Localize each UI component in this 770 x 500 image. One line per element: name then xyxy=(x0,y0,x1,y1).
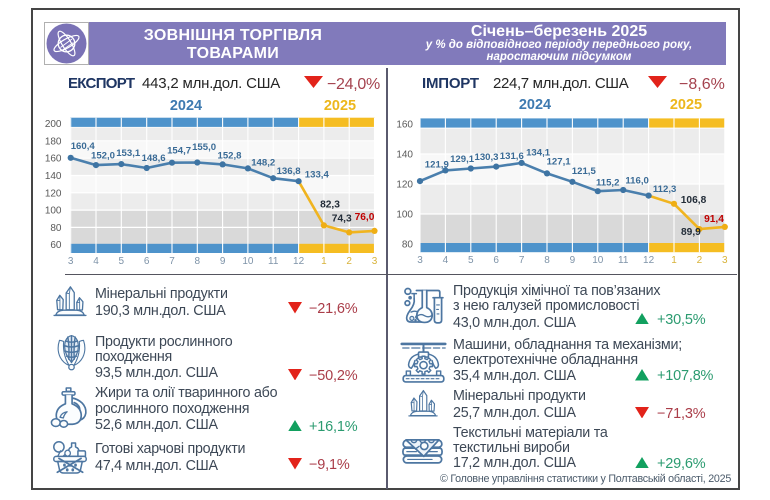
svg-text:10: 10 xyxy=(242,256,254,267)
svg-text:1: 1 xyxy=(321,256,327,267)
svg-text:9: 9 xyxy=(220,256,226,267)
svg-text:2: 2 xyxy=(346,256,352,267)
svg-text:12: 12 xyxy=(643,255,655,266)
svg-text:11: 11 xyxy=(268,256,279,267)
svg-text:76,0: 76,0 xyxy=(355,212,375,223)
svg-text:100: 100 xyxy=(45,206,62,217)
svg-text:74,3: 74,3 xyxy=(332,214,352,225)
svg-text:140: 140 xyxy=(45,171,62,182)
svg-text:91,4: 91,4 xyxy=(704,214,724,225)
svg-text:120: 120 xyxy=(45,188,62,199)
svg-text:160: 160 xyxy=(396,120,413,131)
svg-text:131,6: 131,6 xyxy=(500,151,524,162)
svg-text:60: 60 xyxy=(50,240,62,251)
svg-text:153,1: 153,1 xyxy=(116,148,141,159)
svg-text:80: 80 xyxy=(50,223,62,234)
svg-text:6: 6 xyxy=(144,256,150,267)
svg-text:133,4: 133,4 xyxy=(305,169,330,180)
svg-text:3: 3 xyxy=(417,255,423,266)
svg-text:129,1: 129,1 xyxy=(450,154,475,165)
svg-text:130,3: 130,3 xyxy=(474,152,498,163)
svg-text:112,3: 112,3 xyxy=(653,184,676,195)
svg-text:12: 12 xyxy=(293,256,305,267)
svg-text:7: 7 xyxy=(169,256,175,267)
svg-text:127,1: 127,1 xyxy=(547,156,572,167)
svg-text:121,9: 121,9 xyxy=(425,160,449,171)
svg-text:8: 8 xyxy=(544,255,550,266)
svg-text:100: 100 xyxy=(396,210,413,221)
svg-text:1: 1 xyxy=(671,255,677,266)
svg-text:120: 120 xyxy=(396,180,413,191)
svg-text:148,2: 148,2 xyxy=(251,157,275,168)
svg-text:180: 180 xyxy=(45,136,62,147)
svg-text:115,2: 115,2 xyxy=(596,178,619,189)
svg-text:3: 3 xyxy=(722,255,728,266)
svg-text:155,0: 155,0 xyxy=(192,142,216,153)
svg-text:9: 9 xyxy=(570,255,576,266)
svg-text:6: 6 xyxy=(493,255,499,266)
svg-text:140: 140 xyxy=(396,150,413,161)
svg-text:7: 7 xyxy=(519,255,525,266)
svg-text:134,1: 134,1 xyxy=(526,148,551,159)
svg-text:82,3: 82,3 xyxy=(320,200,340,211)
svg-text:3: 3 xyxy=(68,256,74,267)
svg-text:4: 4 xyxy=(93,256,99,267)
svg-text:160,4: 160,4 xyxy=(71,141,96,152)
svg-text:106,8: 106,8 xyxy=(681,195,707,206)
svg-text:3: 3 xyxy=(372,256,378,267)
svg-text:136,8: 136,8 xyxy=(277,166,302,177)
svg-text:121,5: 121,5 xyxy=(572,166,597,177)
svg-text:116,0: 116,0 xyxy=(625,176,648,187)
svg-text:89,9: 89,9 xyxy=(681,227,701,238)
svg-text:10: 10 xyxy=(592,255,604,266)
svg-text:5: 5 xyxy=(119,256,125,267)
svg-text:11: 11 xyxy=(618,255,629,266)
svg-text:152,0: 152,0 xyxy=(91,151,115,162)
svg-text:152,8: 152,8 xyxy=(217,150,242,161)
svg-text:80: 80 xyxy=(402,240,414,251)
svg-text:2: 2 xyxy=(697,255,703,266)
svg-text:148,6: 148,6 xyxy=(142,153,166,164)
svg-text:5: 5 xyxy=(468,255,474,266)
svg-text:200: 200 xyxy=(45,119,62,130)
svg-text:4: 4 xyxy=(443,255,449,266)
svg-text:154,7: 154,7 xyxy=(167,146,191,157)
svg-text:8: 8 xyxy=(195,256,201,267)
svg-text:160: 160 xyxy=(45,154,62,165)
